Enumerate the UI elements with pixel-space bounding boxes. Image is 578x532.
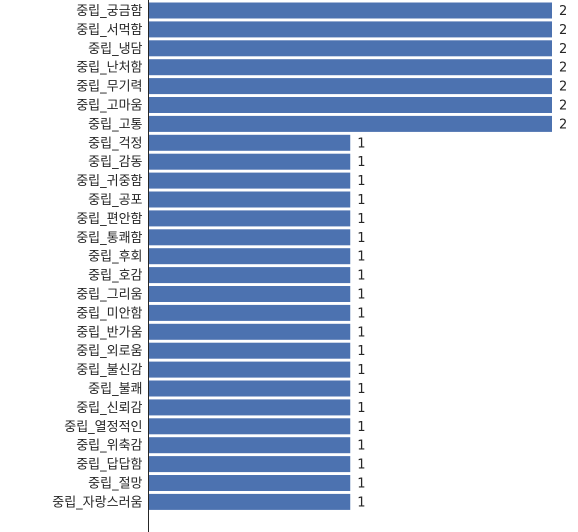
bar xyxy=(148,153,351,170)
category-label: 중립_외로움 xyxy=(76,344,142,359)
category-label: 중립_무기력 xyxy=(76,80,142,95)
value-label: 1 xyxy=(357,174,365,189)
value-labels-layer: 2 2 2 2 2 2 2 1 1 1 1 1 1 1 1 1 1 1 1 1 1 1 1 1 1 1 1 xyxy=(357,4,567,510)
bar xyxy=(148,2,552,19)
bar xyxy=(148,286,351,302)
bar xyxy=(148,191,351,208)
bar xyxy=(148,361,351,378)
category-label: 중립_난처함 xyxy=(76,61,142,76)
value-label: 1 xyxy=(357,363,365,378)
bar xyxy=(148,323,351,340)
category-labels-layer: 중립_궁금함중립_서먹함중립_냉담중립_난처함중립_무기력중립_고마움중립_고통… xyxy=(52,4,142,510)
category-label: 중립_불신감 xyxy=(76,363,142,378)
category-label: 중립_답답함 xyxy=(76,458,142,473)
category-label: 중립_고통 xyxy=(88,117,142,132)
category-label: 중립_귀중함 xyxy=(76,174,142,189)
bar xyxy=(148,21,552,38)
value-label: 1 xyxy=(357,136,365,151)
category-label: 중립_불쾌 xyxy=(88,382,142,397)
value-label: 1 xyxy=(357,231,365,246)
bar xyxy=(148,342,351,359)
value-label: 1 xyxy=(357,401,365,416)
bar xyxy=(148,418,351,435)
value-label: 1 xyxy=(357,458,365,473)
value-label: 1 xyxy=(357,382,365,397)
bar xyxy=(148,210,351,227)
value-label: 1 xyxy=(357,344,365,359)
category-label: 중립_공포 xyxy=(88,193,142,208)
value-label: 2 xyxy=(559,23,567,38)
bar xyxy=(148,493,351,510)
value-label: 2 xyxy=(559,4,567,19)
bar xyxy=(148,437,351,454)
category-label: 중립_궁금함 xyxy=(76,4,142,19)
category-label: 중립_고마움 xyxy=(76,99,142,114)
category-label: 중립_호감 xyxy=(88,269,142,284)
value-label: 1 xyxy=(357,193,365,208)
category-label: 중립_냉담 xyxy=(88,42,142,57)
value-label: 1 xyxy=(357,269,365,284)
category-label: 중립_신뢰감 xyxy=(76,401,142,416)
category-label: 중립_위축감 xyxy=(76,439,142,454)
value-label: 1 xyxy=(357,288,365,303)
value-label: 1 xyxy=(357,420,365,435)
bar xyxy=(148,229,351,246)
bar xyxy=(148,380,351,397)
category-label: 중립_그리움 xyxy=(76,288,142,303)
value-label: 1 xyxy=(357,155,365,170)
category-label: 중립_미안함 xyxy=(76,306,142,321)
bar xyxy=(148,40,552,57)
value-label: 2 xyxy=(559,117,567,132)
bar xyxy=(148,248,351,265)
bar xyxy=(148,399,351,416)
value-label: 1 xyxy=(357,212,365,227)
category-label: 중립_자랑스러움 xyxy=(52,495,142,510)
value-label: 2 xyxy=(559,42,567,57)
bar xyxy=(148,59,552,76)
bar xyxy=(148,78,552,95)
value-label: 1 xyxy=(357,439,365,454)
category-label: 중립_편안함 xyxy=(76,212,142,227)
category-label: 중립_후회 xyxy=(88,250,142,265)
value-label: 1 xyxy=(357,325,365,340)
category-label: 중립_열정적인 xyxy=(64,420,142,435)
bar xyxy=(148,475,351,491)
bar xyxy=(148,134,351,151)
value-label: 2 xyxy=(559,80,567,95)
value-label: 1 xyxy=(357,306,365,321)
value-label: 1 xyxy=(357,250,365,265)
value-label: 1 xyxy=(357,495,365,510)
category-label: 중립_걱정 xyxy=(88,136,142,151)
category-label: 중립_절망 xyxy=(88,477,142,492)
bar xyxy=(148,172,351,189)
value-label: 2 xyxy=(559,99,567,114)
category-label: 중립_통쾌함 xyxy=(76,231,142,246)
category-label: 중립_서먹함 xyxy=(76,23,142,38)
bar xyxy=(148,456,351,473)
bar xyxy=(148,267,351,284)
category-label: 중립_감동 xyxy=(88,155,142,170)
value-label: 1 xyxy=(357,477,365,492)
value-label: 2 xyxy=(559,61,567,76)
bar xyxy=(148,97,552,113)
bars-layer xyxy=(148,2,552,510)
bar xyxy=(148,304,351,321)
bar xyxy=(148,115,552,132)
category-label: 중립_반가움 xyxy=(76,325,142,340)
